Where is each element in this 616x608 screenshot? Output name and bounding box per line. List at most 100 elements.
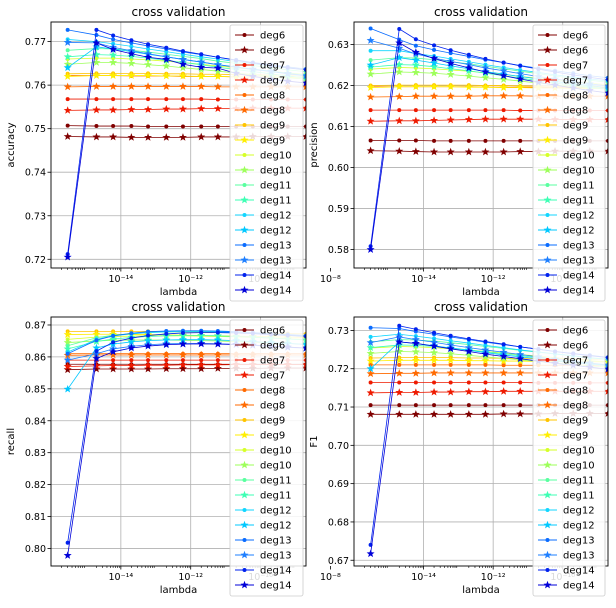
data-point-dot [146,97,151,102]
data-point-star [499,83,508,91]
data-point-dot [501,342,506,347]
data-point-dot [94,33,99,38]
data-point-star [63,355,72,364]
legend-marker-dot [242,568,247,572]
data-point-dot [304,124,306,129]
legend-marker-star [240,520,249,529]
data-point-dot [180,97,185,102]
data-point-star [63,330,72,338]
data-point-star [516,147,525,155]
data-point-dot [483,380,488,385]
data-point-star [395,146,404,155]
data-point-star [446,115,455,124]
data-point-star [366,343,375,352]
data-point-star [464,351,473,359]
legend-marker-dot [242,358,247,362]
data-point-dot [606,403,608,408]
data-point-dot [368,403,373,408]
y-tick-label: 0.67 [328,556,349,567]
data-point-star [446,349,455,358]
data-point-star [366,245,375,253]
data-point-star [63,72,72,80]
legend-label: deg11 [563,476,595,487]
data-point-dot [65,123,70,128]
data-point-star [162,340,171,349]
x-tick-label: 10⁻⁸ [320,274,341,285]
data-point-star [109,71,118,79]
data-point-star [162,104,171,113]
legend-label: deg12 [260,211,292,222]
data-point-star [446,59,455,67]
legend-label: deg7 [260,61,285,72]
data-point-dot [432,330,437,335]
data-point-star [446,147,455,156]
legend-label: deg14 [260,271,292,282]
legend-label: deg6 [260,326,285,337]
data-point-star [411,335,420,343]
data-point-star [92,354,101,362]
x-tick-label: 10⁻¹² [178,572,203,583]
x-axis-label: lambda [462,585,499,596]
data-point-star [213,132,222,141]
legend-marker-dot [545,33,550,37]
legend-marker-star [543,225,552,234]
x-tick-label: 10⁻¹⁴ [108,572,133,583]
data-point-dot [111,124,116,129]
data-point-star [604,360,608,369]
legend-label: deg10 [260,446,292,457]
data-point-star [430,54,439,62]
legend-label: deg11 [563,196,595,207]
legend-label: deg6 [260,46,285,57]
data-point-star [446,344,455,353]
data-point-star [302,104,306,112]
legend-marker-star [543,285,552,294]
data-point-star [430,348,439,357]
legend-marker-dot [242,243,247,247]
data-point-star [213,360,222,369]
data-point-dot [65,540,70,545]
data-point-star [464,147,473,156]
legend-label: deg14 [563,581,595,592]
legend-marker-star [240,135,249,144]
legend-label: deg10 [260,151,292,162]
data-point-star [430,368,439,377]
legend-marker-dot [242,388,247,392]
data-point-star [63,551,72,559]
data-point-dot [483,343,488,348]
data-point-dot [448,362,453,367]
y-tick-label: 0.59 [328,204,349,215]
legend-marker-dot [545,478,550,482]
data-point-star [499,91,508,100]
data-point-dot [368,48,373,53]
data-point-star [604,387,608,395]
data-point-star [197,57,206,66]
y-tick-label: 0.70 [328,441,349,452]
data-point-dot [215,124,220,129]
data-point-star [464,92,473,100]
data-point-star [162,364,171,373]
legend-label: deg8 [563,386,588,397]
data-point-star [366,117,375,125]
data-point-dot [94,124,99,129]
data-point-dot [501,108,506,113]
data-point-star [178,55,187,63]
data-point-star [481,67,490,76]
data-point-star [366,410,375,418]
legend-label: deg13 [563,241,595,252]
legend-label: deg8 [563,91,588,102]
data-point-star [516,114,525,123]
data-point-star [302,335,306,344]
legend-marker-star [240,165,249,174]
data-point-dot [483,339,488,344]
data-point-star [446,387,455,396]
legend-label: deg6 [260,31,285,42]
legend-label: deg14 [260,566,292,577]
data-point-dot [180,49,185,54]
data-point-star [302,132,306,140]
data-point-star [395,92,404,101]
data-point-star [604,83,608,91]
legend-marker-star [543,340,552,349]
data-point-dot [397,403,402,408]
data-point-star [178,82,187,90]
data-point-dot [448,48,453,53]
